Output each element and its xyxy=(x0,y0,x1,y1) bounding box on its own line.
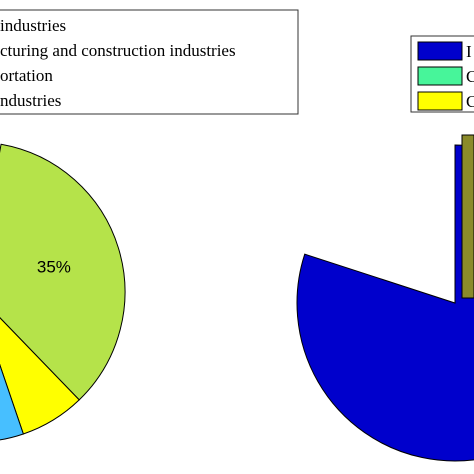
right-legend: I C C xyxy=(410,35,474,113)
left-pie-label: 35% xyxy=(37,257,71,276)
left-legend-entry: industries xyxy=(0,16,66,35)
left-legend-entry: cturing and construction industries xyxy=(0,41,236,60)
left-pie-slice xyxy=(0,143,126,401)
right-pie-slice xyxy=(296,144,474,462)
left-legend-entry: ndustries xyxy=(0,91,61,110)
right-pie-remainder xyxy=(461,134,474,299)
left-legend-entry: ortation xyxy=(0,66,53,85)
right-legend-swatch xyxy=(417,91,463,111)
left-pie-slice xyxy=(0,363,24,441)
left-pie-chart: 35% xyxy=(0,143,126,441)
right-legend-entry: I xyxy=(466,42,472,61)
right-pie-slice-olive xyxy=(461,134,474,299)
right-pie-chart: 80% xyxy=(296,144,474,462)
right-legend-swatch xyxy=(417,66,463,86)
right-legend-swatch xyxy=(417,41,463,61)
right-legend-entry: C xyxy=(466,67,474,86)
left-legend-box xyxy=(0,9,299,115)
right-legend-entry: C xyxy=(466,92,474,111)
left-legend: industries cturing and construction indu… xyxy=(0,9,299,115)
